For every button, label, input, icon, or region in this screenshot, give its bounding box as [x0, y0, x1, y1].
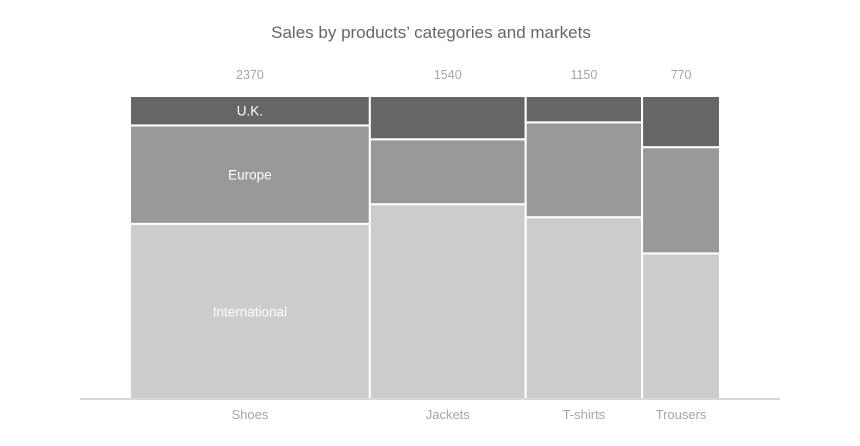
bars-layer [129, 95, 722, 400]
segment-trousers-europe [641, 146, 722, 255]
segment-jackets-europe [368, 138, 527, 206]
category-label-trousers: Trousers [656, 407, 707, 422]
column-total-trousers: 770 [671, 68, 692, 82]
column-total-jackets: 1540 [434, 68, 462, 82]
segment-label-europe: Europe [228, 168, 272, 183]
labels-layer: International Europe U.K. 2370 Shoes 1540 Jack… [213, 68, 707, 422]
segment-label-international: International [213, 304, 287, 319]
segment-jackets-u-k [368, 95, 527, 141]
segment-t-shirts-u-k [524, 95, 644, 124]
segment-trousers-international [641, 252, 722, 400]
segment-t-shirts-europe [524, 121, 644, 219]
segment-shoes-europe [129, 124, 371, 225]
segment-shoes-international [129, 222, 371, 400]
category-label-shoes: Shoes [231, 407, 268, 422]
category-label-jackets: Jackets [426, 407, 471, 422]
column-total-t-shirts: 1150 [570, 68, 597, 82]
segment-t-shirts-international [524, 216, 644, 400]
segment-jackets-international [368, 203, 527, 400]
segment-shoes-u-k [129, 95, 371, 127]
chart-title: Sales by products’ categories and market… [271, 23, 591, 42]
segment-label-u-k: U.K. [237, 104, 263, 119]
column-total-shoes: 2370 [236, 68, 264, 82]
category-label-t-shirts: T-shirts [563, 407, 606, 422]
segment-trousers-u-k [641, 95, 722, 149]
